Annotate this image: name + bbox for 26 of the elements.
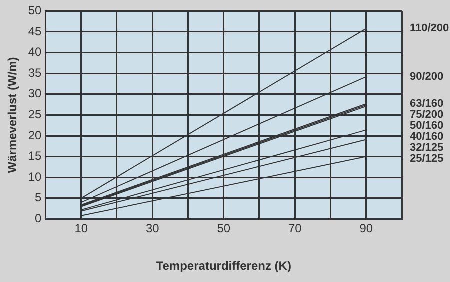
text: 110/200 bbox=[410, 22, 450, 35]
y-tick-label: 20 bbox=[28, 128, 42, 142]
y-tick-label: 0 bbox=[35, 212, 42, 226]
text: 32/125 bbox=[410, 142, 444, 154]
y-tick-label: 45 bbox=[28, 24, 42, 38]
text: 63/160 bbox=[410, 98, 444, 110]
text: 50/160 bbox=[410, 120, 444, 132]
y-tick-label: 30 bbox=[28, 86, 42, 101]
text: 25/125 bbox=[410, 153, 444, 165]
y-tick-label: 40 bbox=[28, 45, 42, 60]
y-tick-label: 10 bbox=[28, 170, 42, 184]
x-axis-title: Temperaturdifferenz (K) bbox=[156, 259, 292, 274]
text: 75/200 bbox=[410, 109, 444, 121]
x-tick-label: 50 bbox=[217, 222, 231, 236]
y-axis-title: Wärmeverlust (W/m) bbox=[6, 57, 20, 174]
text: 90/200 bbox=[410, 70, 444, 83]
y-tick-label: 35 bbox=[28, 66, 42, 80]
y-tick-label: 50 bbox=[28, 4, 42, 18]
x-tick-label: 90 bbox=[360, 222, 374, 236]
x-tick-label: 30 bbox=[146, 222, 160, 236]
y-tick-label: 15 bbox=[28, 149, 42, 164]
x-tick-label: 10 bbox=[74, 222, 88, 236]
x-tick-label: 70 bbox=[288, 222, 302, 236]
y-tick-label: 5 bbox=[35, 190, 42, 205]
y-tick-label: 25 bbox=[28, 108, 42, 122]
text: 40/160 bbox=[410, 131, 444, 143]
